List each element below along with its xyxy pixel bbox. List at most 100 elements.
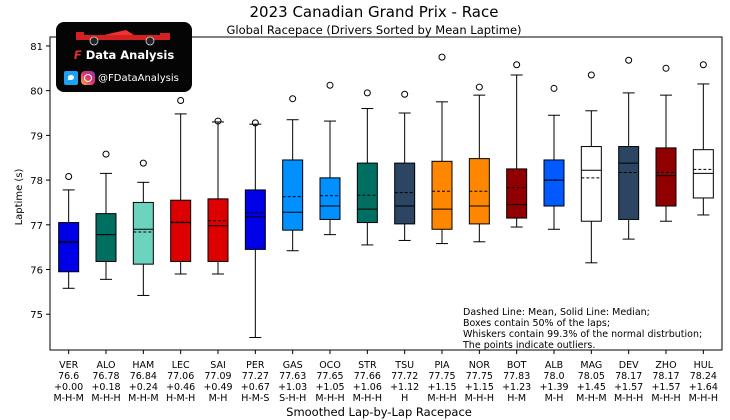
driver-tyres: S-H-H xyxy=(279,393,306,404)
driver-code: OCO xyxy=(319,360,341,371)
box-mag xyxy=(580,71,602,264)
instagram-icon xyxy=(81,71,95,85)
y-tick-label: 78 xyxy=(30,176,43,187)
driver-delta: +1.05 xyxy=(315,382,344,393)
driver-delta: +1.12 xyxy=(390,382,419,393)
outlier-point xyxy=(214,117,222,125)
chart-subtitle: Global Racepace (Drivers Sorted by Mean … xyxy=(226,23,521,37)
driver-code: BOT xyxy=(507,360,527,371)
driver-delta: +1.64 xyxy=(689,382,718,393)
driver-mean: 77.65 xyxy=(316,371,343,382)
box-hul xyxy=(692,61,714,216)
y-tick-label: 76 xyxy=(30,266,43,277)
iqr-box xyxy=(356,162,378,224)
brand-title: F Data Analysis xyxy=(56,48,192,62)
race-car-icon xyxy=(76,30,170,46)
driver-delta: +1.39 xyxy=(539,382,568,393)
driver-mean: 77.66 xyxy=(354,371,381,382)
driver-tyres: M-H-H xyxy=(427,393,456,404)
driver-code: STR xyxy=(358,360,377,371)
driver-code: ALO xyxy=(97,360,116,371)
driver-mean: 77.75 xyxy=(428,371,455,382)
iqr-box xyxy=(319,177,341,220)
y-tick-label: 80 xyxy=(30,87,43,98)
driver-tyres: M-H-M xyxy=(128,393,158,404)
y-tick-label: 79 xyxy=(30,131,43,142)
iqr-box xyxy=(244,189,266,250)
iqr-box xyxy=(95,213,117,262)
iqr-box xyxy=(132,201,154,265)
driver-tyres: M-H xyxy=(209,393,228,404)
note-line: The points indicate outliers. xyxy=(462,340,595,351)
driver-mean: 77.63 xyxy=(279,371,306,382)
box-dev xyxy=(618,56,640,240)
driver-tyres: M-H-M xyxy=(53,393,83,404)
outlier-point xyxy=(475,83,483,91)
driver-code: LEC xyxy=(172,360,190,371)
driver-tyres: H-M-H xyxy=(166,393,195,404)
iqr-box xyxy=(282,159,304,231)
outlier-point xyxy=(177,96,185,104)
box-bot xyxy=(506,61,528,228)
driver-tyres: H-M xyxy=(507,393,526,404)
box-ham xyxy=(132,159,154,296)
driver-delta: +1.57 xyxy=(614,382,643,393)
outlier-point xyxy=(401,90,409,98)
y-tick-label: 77 xyxy=(30,221,43,232)
box-tsu xyxy=(394,90,416,241)
driver-tyres: M-H-H xyxy=(614,393,643,404)
driver-delta: +0.00 xyxy=(54,382,83,393)
y-tick-label: 75 xyxy=(30,310,43,321)
driver-delta: +1.45 xyxy=(577,382,606,393)
driver-tyres: H xyxy=(401,393,408,404)
driver-tyres: M-H-H xyxy=(91,393,120,404)
iqr-box xyxy=(618,146,640,220)
driver-delta: +0.49 xyxy=(203,382,232,393)
driver-delta: +1.06 xyxy=(353,382,382,393)
outlier-point xyxy=(438,53,446,61)
iqr-box xyxy=(543,159,565,207)
box-str xyxy=(356,89,378,246)
iqr-box xyxy=(655,147,677,207)
driver-code: DEV xyxy=(619,360,639,371)
driver-code: SAI xyxy=(210,360,226,371)
driver-tyres: H-M-S xyxy=(241,393,269,404)
y-axis-label: Laptime (s) xyxy=(14,168,25,225)
box-oco xyxy=(319,81,341,236)
driver-tyres: M-H xyxy=(545,393,564,404)
outlier-point xyxy=(251,119,259,127)
chart-title: 2023 Canadian Grand Prix - Race xyxy=(250,3,499,21)
box-pia xyxy=(431,53,453,245)
driver-code: HAM xyxy=(132,360,154,371)
box-lec xyxy=(170,96,192,275)
driver-code: NOR xyxy=(469,360,491,371)
box-gas xyxy=(282,95,304,252)
x-axis-label: Smoothed Lap-by-Lap Racepace xyxy=(286,405,472,419)
note-line: Dashed Line: Mean, Solid Line: Median; xyxy=(463,307,650,318)
driver-delta: +0.67 xyxy=(241,382,270,393)
iqr-box xyxy=(58,222,80,273)
iqr-box xyxy=(207,198,229,262)
plot-area: 75767778798081VER76.6+0.00M-H-MALO76.78+… xyxy=(30,36,723,404)
driver-delta: +1.23 xyxy=(502,382,531,393)
driver-mean: 76.78 xyxy=(92,371,119,382)
outlier-point xyxy=(587,71,595,79)
iqr-box xyxy=(170,199,192,262)
plot-frame xyxy=(49,36,723,351)
driver-code: TSU xyxy=(394,360,414,371)
box-alb xyxy=(543,84,565,230)
outlier-point xyxy=(699,61,707,69)
iqr-box xyxy=(506,168,528,219)
driver-code: HUL xyxy=(694,360,714,371)
driver-code: PER xyxy=(246,360,265,371)
driver-tyres: M-H-H xyxy=(315,393,344,404)
driver-tyres: M-H-H xyxy=(689,393,718,404)
driver-tyres: M-H-H xyxy=(651,393,680,404)
outlier-point xyxy=(102,150,110,158)
driver-mean: 76.6 xyxy=(58,371,79,382)
driver-code: VER xyxy=(59,360,79,371)
iqr-box xyxy=(394,162,416,225)
box-ver xyxy=(58,173,80,289)
driver-mean: 78.24 xyxy=(690,371,717,382)
